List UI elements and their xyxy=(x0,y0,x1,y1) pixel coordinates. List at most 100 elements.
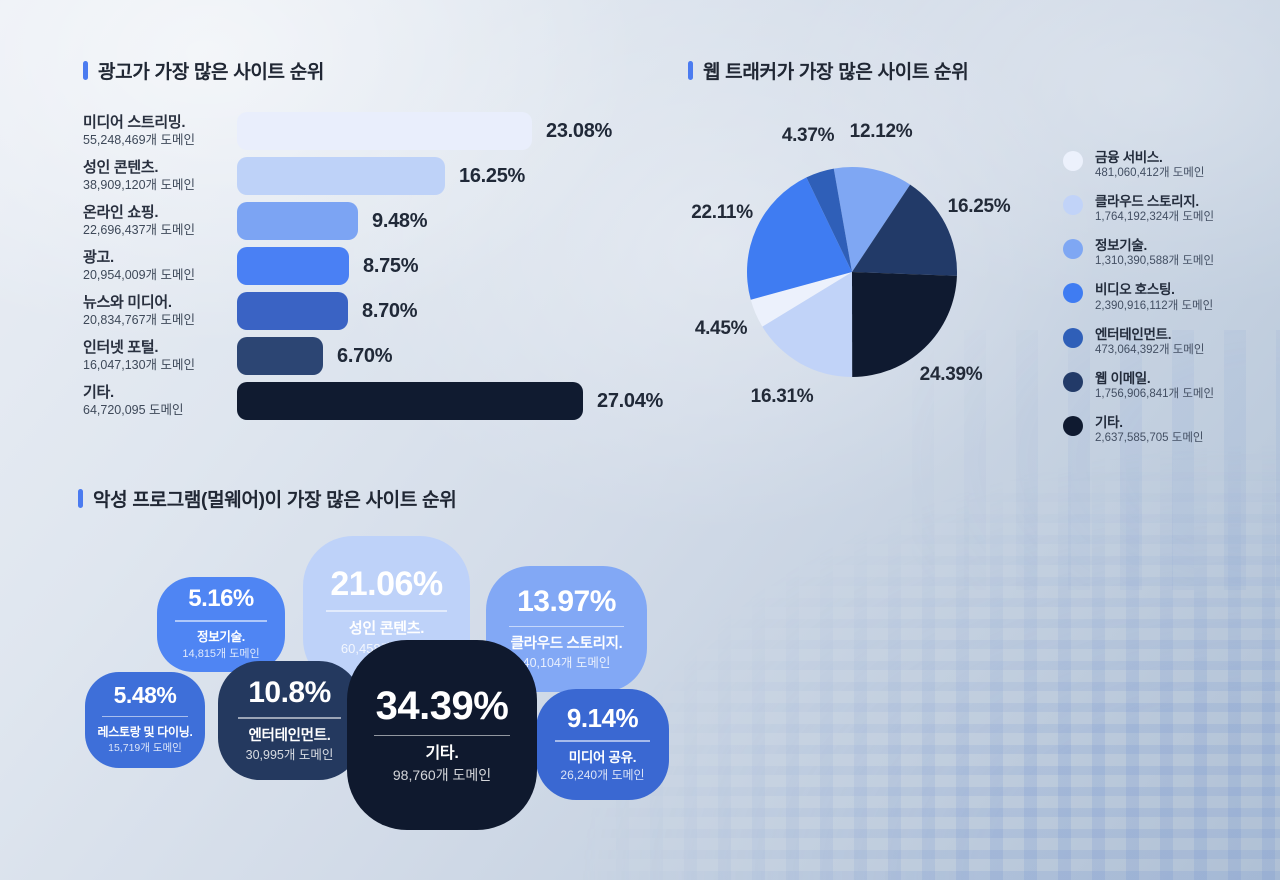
pie-slice xyxy=(762,272,853,378)
legend-name: 클라우드 스토리지. xyxy=(1095,194,1199,210)
bar-row: 미디어 스트리밍. 55,248,469개 도메인 23.08% xyxy=(83,112,723,150)
bubble-percent-label: 13.97% xyxy=(517,584,616,618)
bubble-divider xyxy=(326,610,447,612)
bar-percent-label: 23.08% xyxy=(546,119,613,142)
ads-chart-title: 광고가 가장 많은 사이트 순위 xyxy=(83,57,324,84)
legend-item: 클라우드 스토리지. 1,764,192,324개 도메인 xyxy=(1063,194,1214,225)
bar-domain-count: 38,909,120개 도메인 xyxy=(83,178,196,193)
bar-row: 뉴스와 미디어. 20,834,767개 도메인 8.70% xyxy=(83,292,723,330)
bar-percent-label: 9.48% xyxy=(372,209,428,232)
pie-percent-label: 4.45% xyxy=(694,318,748,339)
bar xyxy=(237,202,358,240)
legend-domain-count: 1,310,390,588개 도메인 xyxy=(1095,255,1215,268)
bar xyxy=(237,112,532,150)
bar-category-label: 광고. xyxy=(83,248,114,266)
legend-text-box: 엔터테인먼트. 473,064,392개 도메인 xyxy=(1095,327,1204,358)
bar xyxy=(237,382,583,420)
bubble-domain-count: 98,760개 도메인 xyxy=(392,767,492,784)
title-marker-pie xyxy=(688,61,693,80)
ads-chart-title-text: 광고가 가장 많은 사이트 순위 xyxy=(98,62,325,83)
legend-color-dot xyxy=(1063,151,1083,171)
pie-percent-label: 16.25% xyxy=(947,196,1011,217)
bar xyxy=(237,292,348,330)
bar-domain-count: 20,834,767개 도메인 xyxy=(83,313,196,328)
bar-label-box: 인터넷 포털. 16,047,130개 도메인 xyxy=(83,339,237,374)
legend-text-box: 정보기술. 1,310,390,588개 도메인 xyxy=(1095,238,1214,269)
bubble-category-label: 미디어 공유. xyxy=(568,749,637,765)
legend-domain-count: 2,637,585,705 도메인 xyxy=(1095,431,1204,444)
bubble-divider xyxy=(554,740,651,742)
legend-color-dot xyxy=(1063,415,1083,436)
bar-percent-label: 27.04% xyxy=(597,389,664,412)
legend-name: 금융 서비스. xyxy=(1095,150,1163,165)
legend-text-box: 비디오 호스팅. 2,390,916,112개 도메인 xyxy=(1095,282,1213,313)
bubble-domain-count: 26,240개 도메인 xyxy=(560,768,645,783)
bar-domain-count: 64,720,095 도메인 xyxy=(83,403,184,418)
legend-domain-count: 1,756,906,841개 도메인 xyxy=(1095,387,1215,400)
pie-percent-label: 24.39% xyxy=(919,364,983,385)
legend-color-dot xyxy=(1063,283,1083,304)
bubble-divider xyxy=(508,625,625,628)
bubble-divider xyxy=(373,734,511,737)
bubble-percent-label: 21.06% xyxy=(330,565,443,604)
bar-domain-count: 55,248,469개 도메인 xyxy=(83,133,196,148)
legend-color-dot xyxy=(1063,195,1083,216)
bar-label-box: 미디어 스트리밍. 55,248,469개 도메인 xyxy=(83,114,237,149)
bubble-domain-count: 40,104개 도메인 xyxy=(522,656,611,671)
bar-category-label: 기타. xyxy=(83,383,114,401)
bubble-percent-label: 34.39% xyxy=(375,683,509,728)
bar-category-label: 뉴스와 미디어. xyxy=(83,293,172,311)
legend-text-box: 금융 서비스. 481,060,412개 도메인 xyxy=(1095,150,1204,181)
legend-text-box: 기타. 2,637,585,705 도메인 xyxy=(1095,415,1203,446)
bar-percent-label: 6.70% xyxy=(337,344,393,367)
malware-chart-title: 악성 프로그램(멀웨어)이 가장 많은 사이트 순위 xyxy=(78,485,457,512)
malware-bubble: 10.8% 엔터테인먼트. 30,995개 도메인 xyxy=(218,661,361,780)
bar-row: 인터넷 포털. 16,047,130개 도메인 6.70% xyxy=(83,337,723,375)
legend-name: 웹 이메일. xyxy=(1095,370,1151,386)
legend-item: 웹 이메일. 1,756,906,841개 도메인 xyxy=(1063,371,1214,402)
pie-slice xyxy=(747,177,852,300)
bubble-divider xyxy=(238,717,341,719)
bar xyxy=(237,247,349,285)
pie-slice xyxy=(750,272,852,327)
bar-row: 광고. 20,954,009개 도메인 8.75% xyxy=(83,247,723,285)
pie-percent-label: 4.37% xyxy=(781,125,835,146)
legend-domain-count: 481,060,412개 도메인 xyxy=(1095,167,1205,180)
pie-percent-label: 22.11% xyxy=(691,202,753,223)
malware-chart-title-text: 악성 프로그램(멀웨어)이 가장 많은 사이트 순위 xyxy=(93,490,457,511)
bar-domain-count: 22,696,437개 도메인 xyxy=(83,223,196,238)
bar xyxy=(237,157,445,195)
malware-bubble: 5.48% 레스토랑 및 다이닝. 15,719개 도메인 xyxy=(85,672,205,768)
bubble-percent-label: 5.48% xyxy=(113,681,177,708)
legend-color-dot xyxy=(1063,371,1083,392)
legend-domain-count: 1,764,192,324개 도메인 xyxy=(1095,211,1215,224)
legend-domain-count: 2,390,916,112개 도메인 xyxy=(1095,299,1214,312)
pie-svg xyxy=(747,167,958,378)
bar-domain-count: 16,047,130개 도메인 xyxy=(83,358,196,373)
bar-row: 기타. 64,720,095 도메인 27.04% xyxy=(83,382,723,420)
legend-name: 정보기술. xyxy=(1095,238,1147,254)
legend-domain-count: 473,064,392개 도메인 xyxy=(1095,343,1205,356)
bar-percent-label: 16.25% xyxy=(459,164,526,187)
trackers-pie-chart: 12.12% 16.25% 24.39% 16.31% 4.45% 22.11% 4.37% xyxy=(687,107,1017,437)
bubble-divider xyxy=(174,620,268,622)
legend-item: 비디오 호스팅. 2,390,916,112개 도메인 xyxy=(1063,282,1214,313)
pie-slice xyxy=(833,167,911,272)
bubble-divider xyxy=(101,715,189,718)
bubble-domain-count: 15,719개 도메인 xyxy=(108,742,182,755)
pie-slice xyxy=(852,184,958,276)
ads-bar-chart: 미디어 스트리밍. 55,248,469개 도메인 23.08% 성인 콘텐츠. 38,… xyxy=(83,112,723,427)
bar-label-box: 광고. 20,954,009개 도메인 xyxy=(83,249,237,284)
legend-name: 기타. xyxy=(1095,414,1123,430)
bar-label-box: 성인 콘텐츠. 38,909,120개 도메인 xyxy=(83,159,237,194)
bar-category-label: 성인 콘텐츠. xyxy=(83,158,159,176)
malware-bubble: 9.14% 미디어 공유. 26,240개 도메인 xyxy=(536,689,669,800)
trackers-chart-title: 웹 트래커가 가장 많은 사이트 순위 xyxy=(688,57,969,84)
bubble-category-label: 클라우드 스토리지. xyxy=(510,636,623,653)
legend-color-dot xyxy=(1063,327,1083,348)
bar-label-box: 뉴스와 미디어. 20,834,767개 도메인 xyxy=(83,294,237,329)
bar-label-box: 온라인 쇼핑. 22,696,437개 도메인 xyxy=(83,204,237,239)
bubble-category-label: 성인 콘텐츠. xyxy=(348,619,425,637)
